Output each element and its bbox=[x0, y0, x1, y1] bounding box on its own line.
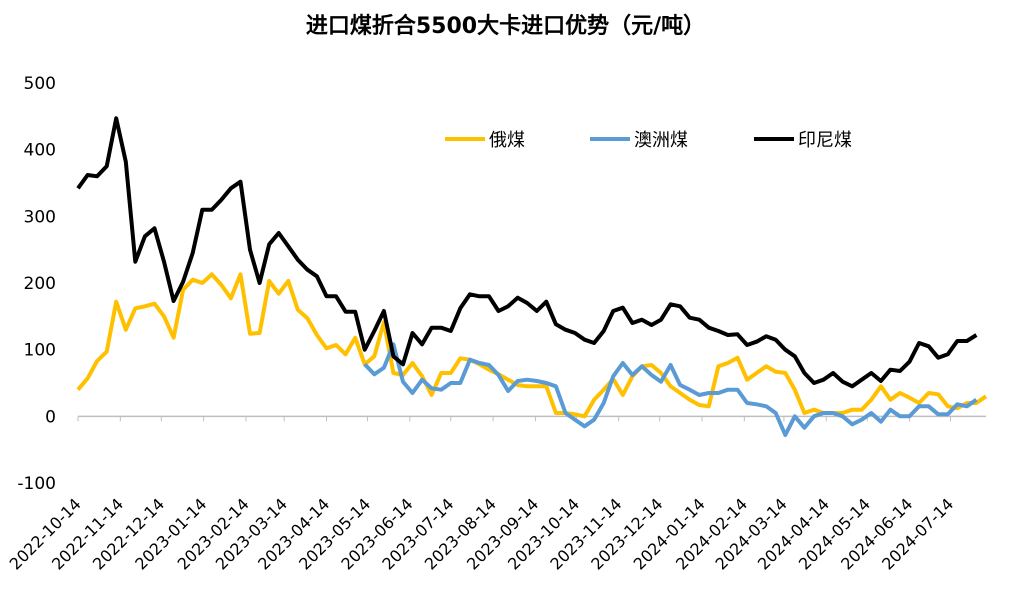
series-line-2 bbox=[76, 116, 978, 389]
legend-label-2: 印尼煤 bbox=[798, 130, 852, 151]
legend-label-0: 俄煤 bbox=[489, 130, 525, 151]
y-tick-label: 500 bbox=[24, 74, 56, 94]
y-tick-label: 100 bbox=[24, 341, 56, 361]
series-layer bbox=[76, 116, 988, 437]
series-line-1 bbox=[363, 342, 978, 437]
y-tick-label: 300 bbox=[24, 207, 56, 227]
y-tick-label: 400 bbox=[24, 141, 56, 161]
y-tick-label: -100 bbox=[17, 474, 56, 494]
y-tick-label: 200 bbox=[24, 274, 56, 294]
chart-title: 进口煤折合5500大卡进口优势（元/吨） bbox=[305, 14, 706, 39]
legend-layer: 俄煤 澳洲煤 印尼煤 bbox=[445, 130, 852, 151]
y-tick-label: 0 bbox=[45, 407, 56, 427]
legend-label-1: 澳洲煤 bbox=[634, 130, 688, 151]
series-line-0 bbox=[76, 272, 988, 419]
